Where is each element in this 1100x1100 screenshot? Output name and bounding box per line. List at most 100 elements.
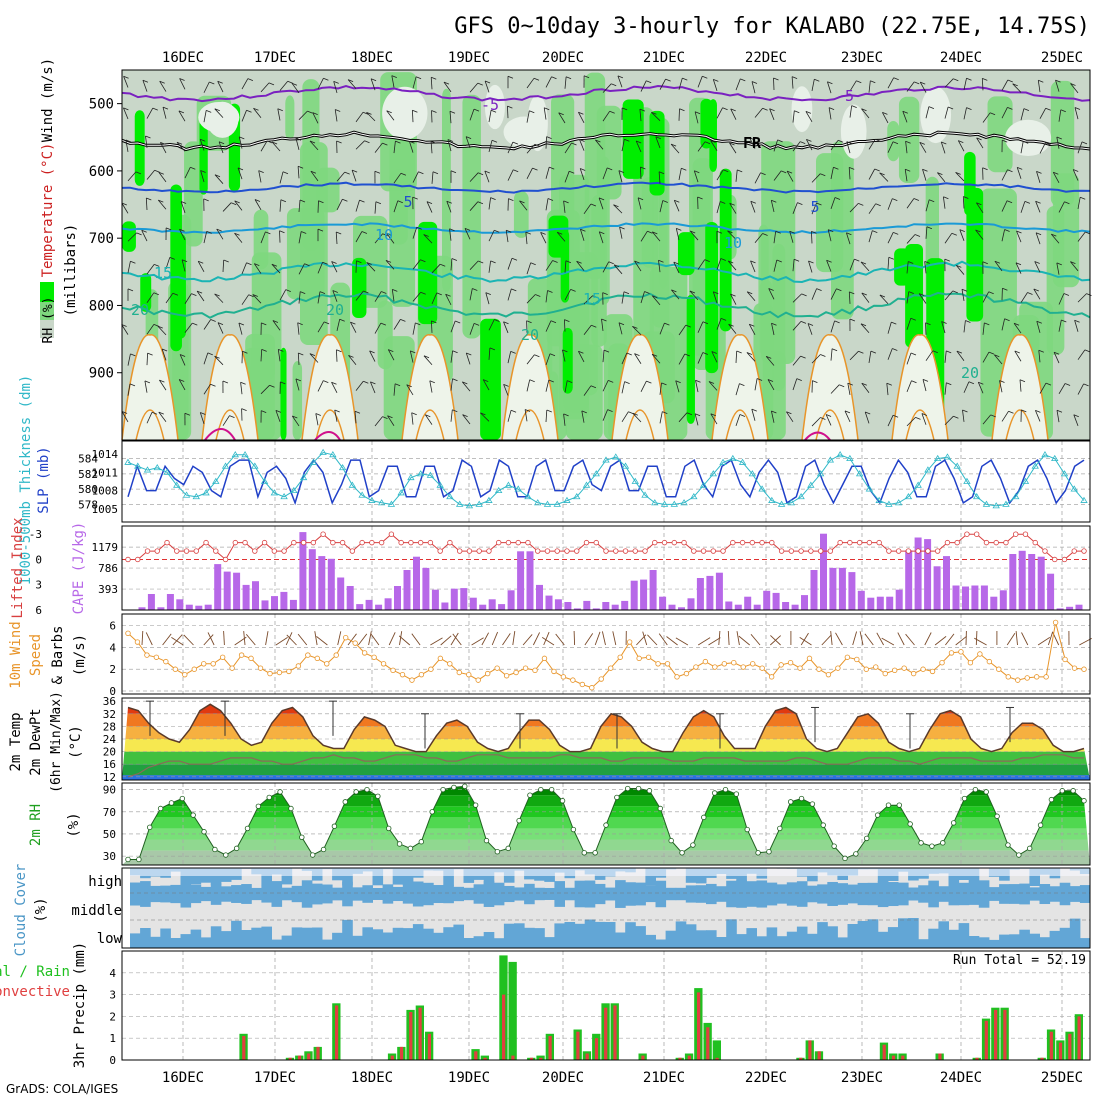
footer-credit: GrADS: COLA/IGES xyxy=(6,1082,119,1096)
wind-barb-flag xyxy=(729,142,735,146)
wind-barb xyxy=(1019,379,1022,392)
thickness-series-line-marker xyxy=(397,489,405,496)
wind-barb xyxy=(651,231,661,242)
rh-series-line-marker xyxy=(1026,845,1033,852)
lifted-index-line-marker xyxy=(291,539,297,546)
wind-barb xyxy=(1014,350,1022,362)
lifted-index-line-marker xyxy=(856,539,863,546)
wind-tick-label: 6 xyxy=(109,620,116,633)
wind-barb-flag xyxy=(710,140,716,143)
cape-bar xyxy=(602,602,610,610)
wind-speed-line-marker xyxy=(825,671,832,678)
wind-barb xyxy=(786,170,794,182)
wind-barb-flag xyxy=(277,108,283,112)
cape-bar xyxy=(640,579,648,610)
thickness-series-line-marker xyxy=(338,463,347,471)
wind-barb-flag xyxy=(910,317,916,321)
wind-barb-flag xyxy=(446,200,452,204)
wind-barb xyxy=(694,413,699,426)
wind-barb-flag xyxy=(1008,410,1014,414)
wind-barb xyxy=(165,292,174,304)
wind-barb xyxy=(879,172,889,182)
wind-barb-flag xyxy=(762,107,768,111)
lifted-index-line-marker xyxy=(749,539,756,546)
wind-speed-line-marker xyxy=(371,654,377,660)
thickness-series-line-marker xyxy=(1070,485,1078,492)
wind-barb xyxy=(217,81,224,93)
wind-barb-flag xyxy=(445,293,451,297)
cape-bar xyxy=(299,532,307,610)
lifted-index-line-marker xyxy=(144,548,151,554)
wind-barb xyxy=(655,136,661,149)
wind-barb-flag xyxy=(702,75,708,79)
wind-barb xyxy=(159,81,167,92)
surface-wind-barb xyxy=(799,637,812,646)
wind-barb-flag xyxy=(1084,349,1091,353)
wind-barb-flag xyxy=(658,259,664,263)
lifted-index-line-marker xyxy=(1071,548,1077,554)
wind-barb xyxy=(179,78,186,90)
wind-speed-line-marker xyxy=(778,662,784,668)
wind-speed-line-marker xyxy=(844,654,851,660)
wind-barb-flag xyxy=(632,412,638,416)
thickness-series-line-marker xyxy=(972,492,981,500)
rh-series-line-marker xyxy=(168,800,175,806)
wind-speed-line-marker xyxy=(276,669,283,676)
wind-barb xyxy=(336,199,343,211)
cape-bar xyxy=(999,590,1007,610)
wind-barb xyxy=(449,228,452,241)
warm-temperature-contour xyxy=(501,334,559,441)
wind-barb-flag xyxy=(953,78,959,82)
wind-barb-flag xyxy=(511,288,517,292)
wind-barb-flag xyxy=(704,141,711,145)
wind-barb xyxy=(583,203,592,215)
wind-barb xyxy=(507,106,509,119)
contour-label: 5 xyxy=(403,193,412,211)
wind-barb-flag xyxy=(805,111,812,114)
temp-axis-label-3: (6hr Min/Max) xyxy=(49,691,64,793)
wind-barb-flag xyxy=(248,294,254,298)
cape-bar xyxy=(450,588,458,610)
wind-barb-flag xyxy=(988,351,995,355)
surface-wind-barb xyxy=(1015,631,1018,646)
wind-barb xyxy=(982,351,990,363)
precip-convective-bar xyxy=(1077,1016,1081,1060)
wind-barb-flag xyxy=(295,378,302,382)
wind-barb-flag xyxy=(886,382,892,386)
wind-barb xyxy=(146,264,155,275)
wind-barb-flag xyxy=(191,293,197,296)
wind-barb-flag xyxy=(440,263,446,267)
lifted-index-line-marker xyxy=(993,539,999,546)
cape-bar xyxy=(1056,608,1064,610)
cape-bar xyxy=(526,551,534,610)
cape-bar xyxy=(498,604,506,610)
wind-speed-line-marker xyxy=(295,663,302,669)
chart-title: GFS 0~10day 3-hourly for KALABO (22.75E,… xyxy=(454,14,1090,39)
wind-barb-flag xyxy=(370,381,376,385)
wind-speed-line-marker xyxy=(456,669,462,676)
thickness-series-line-marker xyxy=(660,500,669,507)
cloud-low-layer xyxy=(685,924,697,948)
wind-barb xyxy=(578,351,585,363)
wind-barb-flag xyxy=(125,139,132,143)
wind-barb-flag xyxy=(158,199,164,203)
wind-speed-line-marker xyxy=(806,655,813,662)
wind-speed-line-marker xyxy=(1081,666,1087,672)
cloud-middle-layer xyxy=(1059,882,1071,906)
wind-barb xyxy=(298,291,301,304)
temp-band-base xyxy=(122,775,1090,780)
cape-bar xyxy=(649,570,657,610)
wind-barb xyxy=(355,290,364,301)
surface-wind-barb xyxy=(1006,633,1016,646)
cape-bar xyxy=(668,604,676,610)
thickness-tick-label: 580 xyxy=(78,483,98,496)
wind-barb-flag xyxy=(280,381,286,385)
wind-barb-flag xyxy=(332,290,338,293)
wind-barb xyxy=(222,415,230,426)
lifted-index-line-marker xyxy=(603,548,609,554)
wind-barb-flag xyxy=(392,289,398,292)
wind-barb xyxy=(366,112,376,122)
wind-barb xyxy=(543,107,547,120)
wind-barb xyxy=(849,80,857,92)
cloud-middle-layer xyxy=(898,882,909,906)
